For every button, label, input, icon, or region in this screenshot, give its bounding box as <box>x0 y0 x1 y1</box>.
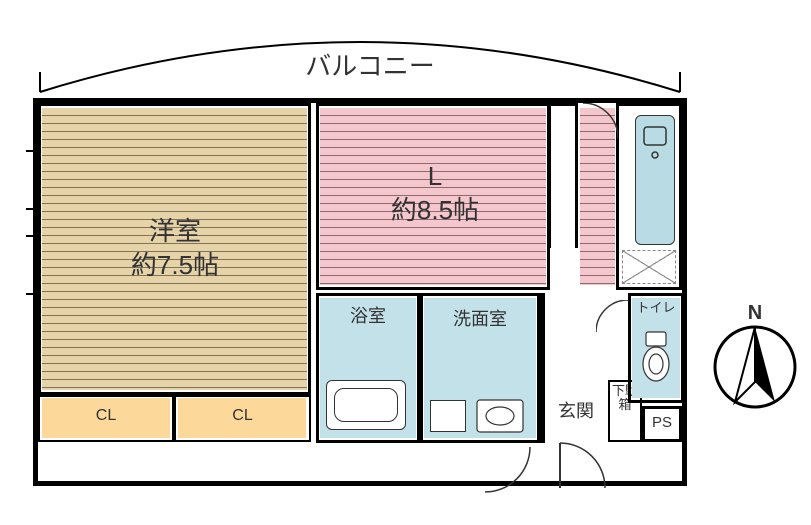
corridor-wall <box>540 293 545 443</box>
closet1-label: CL <box>38 406 174 427</box>
toilet-label: トイレ <box>628 300 684 317</box>
kitchen-door-arc <box>548 103 618 143</box>
window-left-2 <box>26 235 36 295</box>
ps-label: PS <box>642 413 682 433</box>
wash-sink-icon <box>475 398 525 434</box>
window-left-1 <box>26 150 36 210</box>
wash-door-arc <box>480 442 535 497</box>
compass-n: N <box>712 300 798 326</box>
bathtub-inner <box>334 388 398 422</box>
entrance-label: 玄関 <box>546 400 606 423</box>
bedroom-name: 洋室 <box>149 216 201 246</box>
closet2-label: CL <box>174 406 311 427</box>
bedroom-label: 洋室 約7.5帖 <box>70 215 280 283</box>
entrance-door-arc <box>555 438 625 498</box>
living-size: 約8.5帖 <box>391 195 479 225</box>
bath-label: 浴室 <box>316 305 420 328</box>
washer-icon <box>430 400 466 432</box>
living-name: L <box>428 161 442 191</box>
kitchen-sink-icon <box>642 125 668 165</box>
toilet-door-arc <box>596 300 634 350</box>
compass-icon <box>712 324 798 410</box>
floor-plan: バルコニー 洋室 約7.5帖 CL CL L 約8.5帖 浴室 洗面室 <box>0 0 811 525</box>
bedroom-size: 約7.5帖 <box>131 250 219 280</box>
toilet-icon <box>640 330 672 385</box>
compass: N <box>712 300 798 420</box>
wash-label: 洗面室 <box>420 308 540 331</box>
living-label: L 約8.5帖 <box>345 160 525 228</box>
kitchen-underbox <box>622 250 676 284</box>
balcony-label: バルコニー <box>260 50 480 84</box>
